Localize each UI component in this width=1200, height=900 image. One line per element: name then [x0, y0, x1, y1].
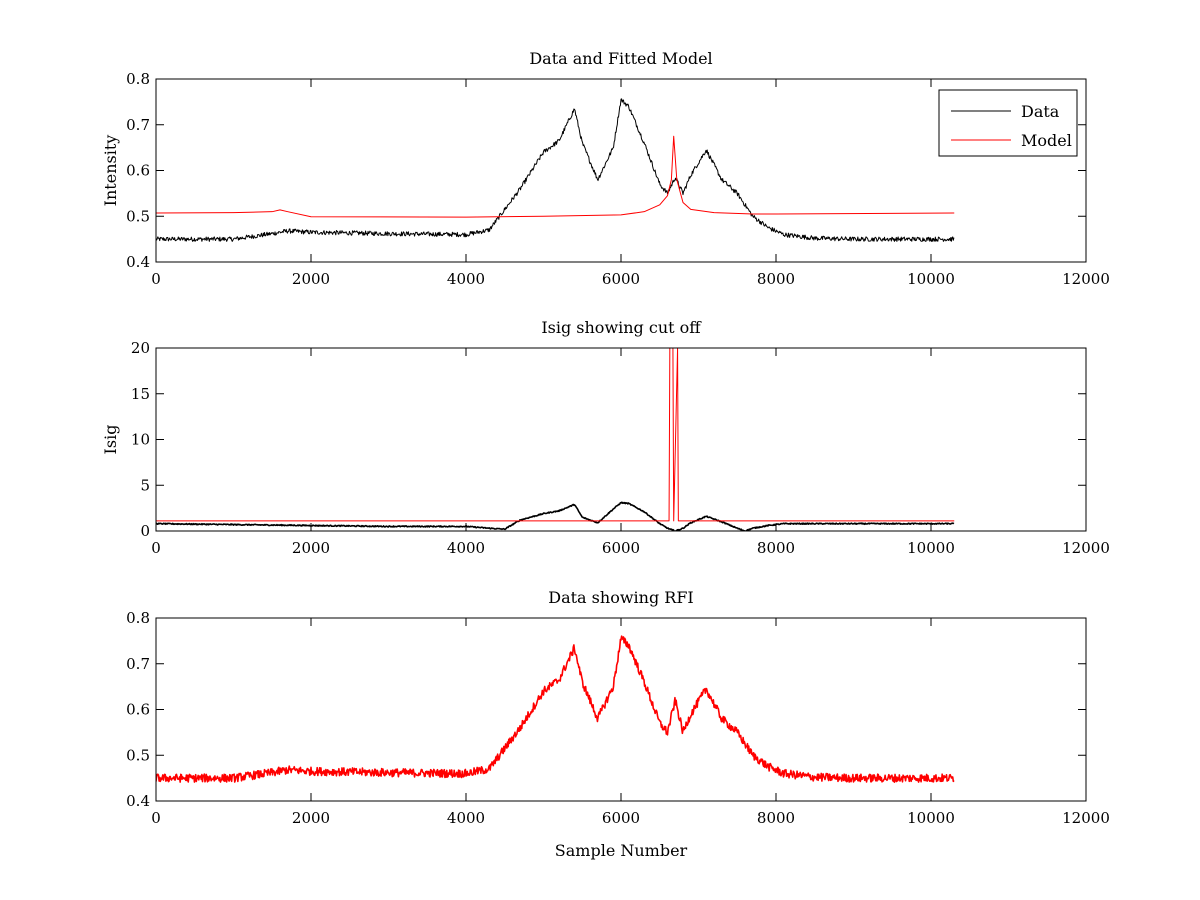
series-line-2 — [156, 135, 955, 218]
series-line-1 — [156, 501, 955, 531]
x-tick-label: 6000 — [602, 809, 640, 827]
series-line-1 — [156, 98, 955, 242]
legend-box — [938, 89, 1078, 157]
x-tick-label: 6000 — [602, 270, 640, 288]
series-group — [156, 98, 955, 242]
x-tick-label: 4000 — [447, 270, 485, 288]
y-tick-label: 0.5 — [126, 746, 150, 764]
y-axis-label: Isig — [101, 425, 120, 455]
y-tick-label: 0.7 — [126, 116, 150, 134]
y-tick-label: 20 — [131, 339, 150, 357]
x-axis-label: Sample Number — [555, 841, 688, 860]
y-tick-label: 0.6 — [126, 701, 150, 719]
subplot-1: 0 2000 4000 6000 8000 10000 12000 0.4 0.5 0.6 0.7 0… — [101, 49, 1110, 288]
x-tick-label: 0 — [151, 270, 161, 288]
legend-entry: Data — [1021, 102, 1060, 121]
series-line-1 — [156, 635, 955, 784]
y-tick-label: 0.5 — [126, 207, 150, 225]
y-axis-label: Intensity — [101, 135, 120, 207]
x-tick-label: 0 — [151, 539, 161, 557]
x-tick-label: 4000 — [447, 809, 485, 827]
chart-title: Data showing RFI — [548, 588, 693, 607]
x-tick-label: 12000 — [1062, 539, 1110, 557]
y-tick-label: 0.4 — [126, 792, 150, 810]
x-tick-label: 8000 — [757, 270, 795, 288]
y-tick-label: 15 — [131, 385, 150, 403]
x-tick-label: 4000 — [447, 539, 485, 557]
y-tick-label: 5 — [140, 476, 150, 494]
x-tick-label: 2000 — [292, 809, 330, 827]
x-tick-label: 8000 — [757, 539, 795, 557]
x-tick-label: 0 — [151, 809, 161, 827]
x-tick-label: 2000 — [292, 539, 330, 557]
y-tick-label: 0.7 — [126, 655, 150, 673]
y-tick-label: 0.4 — [126, 253, 150, 271]
series-group — [156, 635, 955, 784]
plot-frame — [155, 347, 1087, 532]
x-tick-label: 10000 — [907, 539, 955, 557]
x-tick-label: 12000 — [1062, 270, 1110, 288]
x-tick-label: 6000 — [602, 539, 640, 557]
series-group — [156, 348, 955, 531]
y-tick-label: 0.8 — [126, 70, 150, 88]
y-tick-label: 0.8 — [126, 609, 150, 627]
x-tick-label: 12000 — [1062, 809, 1110, 827]
y-tick-label: 0 — [140, 522, 150, 540]
x-tick-label: 2000 — [292, 270, 330, 288]
x-tick-label: 10000 — [907, 809, 955, 827]
x-tick-label: 10000 — [907, 270, 955, 288]
y-tick-label: 10 — [131, 431, 150, 449]
series-line-2 — [156, 348, 955, 522]
legend: Data Model — [938, 89, 1078, 157]
x-tick-label: 8000 — [757, 809, 795, 827]
subplot-3: 0 2000 4000 6000 8000 10000 12000 0.4 0.5 0.6 0.7 0… — [126, 588, 1110, 860]
subplot-2: 0 2000 4000 6000 8000 10000 12000 0 5 10 15 20 Isig … — [101, 318, 1110, 557]
plot-frame — [155, 617, 1087, 802]
legend-entry: Model — [1021, 131, 1072, 150]
chart-title: Isig showing cut off — [541, 318, 702, 337]
chart-title: Data and Fitted Model — [529, 49, 712, 68]
y-tick-label: 0.6 — [126, 162, 150, 180]
